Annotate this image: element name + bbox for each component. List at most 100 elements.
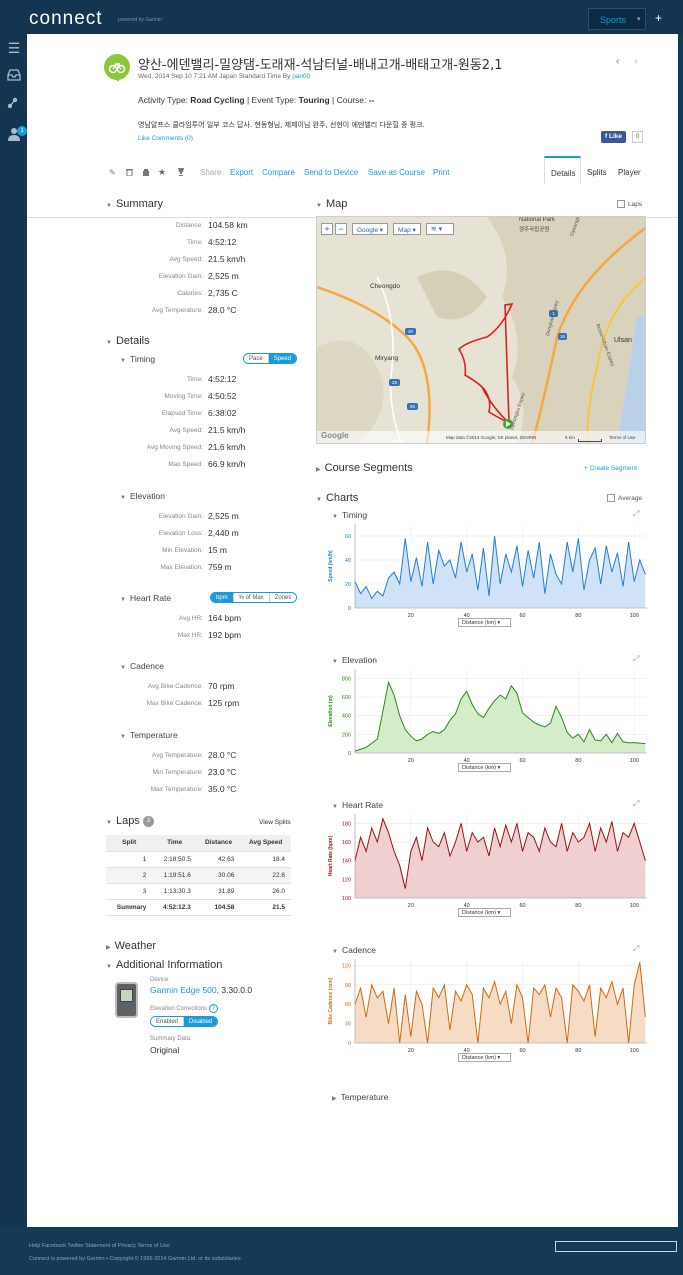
expand-triangle-icon: ▶ [332,1096,337,1102]
details-header[interactable]: ▼ Details [106,335,150,347]
charts-header[interactable]: ▼ Charts [316,492,358,504]
laps-column-header[interactable]: Split [106,835,153,852]
share-link[interactable]: Share [200,168,222,177]
star-icon[interactable]: ★ [158,167,167,177]
activity-description[interactable]: 영남알프스 클라임투어 일부 코스 답사. 현동형님, 제제이님 완주, 선현이… [138,121,425,129]
trophy-icon[interactable] [177,168,185,178]
edit-icon[interactable]: ✎ [109,168,116,177]
tab-player[interactable]: Player [618,168,641,177]
cadence-header[interactable]: ▼ Cadence [120,661,164,671]
average-checkbox[interactable] [607,494,615,502]
sports-dropdown[interactable]: Sports [588,8,646,30]
map-terms-link[interactable]: Terms of Use [609,435,636,440]
y-tick-label: 20 [345,582,351,588]
temperature-header[interactable]: ▼ Temperature [120,730,178,740]
elevation-header[interactable]: ▼ Elevation [120,491,165,501]
chevron-right-icon[interactable]: › [634,56,638,67]
laps-column-header[interactable]: Avg Speed [240,835,291,852]
chart-header[interactable]: ▼ Timing [332,510,367,520]
laps-header[interactable]: ▼ Laps [106,815,140,827]
timing-header[interactable]: ▼ Timing [120,354,155,364]
collapse-triangle-icon: ▼ [106,340,112,346]
route-map[interactable]: + − Google ▾ Map ▾ ≋ ▾ National Park 경주국… [316,216,646,444]
laps-column-header[interactable]: Time [152,835,197,852]
zoom-in-button[interactable]: + [321,223,333,235]
tab-details[interactable]: Details [544,156,581,184]
user-icon[interactable] [7,127,21,141]
table-row[interactable]: 3 1:13:30.3 31.89 26.0 [106,883,291,900]
course-value[interactable]: -- [368,95,375,105]
table-row[interactable]: 1 2:18:50.5 42.63 18.4 [106,851,291,868]
table-row[interactable]: 2 1:19:51.6 30.06 22.6 [106,867,291,884]
map-title: Map [325,198,348,210]
compare-link[interactable]: Compare [262,168,295,177]
inbox-icon[interactable] [7,69,21,83]
disabled-option[interactable]: Disabled [184,1017,218,1026]
elevation-corrections-toggle[interactable]: Enabled Disabled [150,1016,219,1027]
course-segments-header[interactable]: ▶ Course Segments [316,462,413,474]
footer-links[interactable]: Help Facebook Twitter Statement of Priva… [29,1243,170,1249]
laps-checkbox[interactable] [617,200,625,208]
expand-icon[interactable]: ⤢ [633,654,640,663]
pace-option[interactable]: Pace [244,354,269,363]
collapse-triangle-icon: ▼ [106,203,112,209]
x-axis-select[interactable]: Distance (km) ▾ [458,908,511,917]
menu-icon[interactable]: ☰ [7,40,21,56]
map-header[interactable]: ▼ Map [316,198,347,210]
pace-speed-toggle[interactable]: Pace Speed [243,353,298,364]
plus-icon[interactable]: + [655,11,663,25]
x-axis-select[interactable]: Distance (km) ▾ [458,763,511,772]
activity-type-value[interactable]: Road Cycling [190,95,245,105]
tab-splits[interactable]: Splits [587,168,607,177]
expand-icon[interactable]: ⤢ [633,509,640,518]
export-link[interactable]: Export [230,168,254,177]
layers-icon[interactable]: ≋ ▾ [425,223,454,235]
view-splits-link[interactable]: View Splits [259,819,291,826]
footer-banner[interactable] [555,1241,677,1252]
percent-max-option[interactable]: % of Max [233,593,270,602]
chart-header[interactable]: ▼ Heart Rate [332,800,383,810]
gear-icon[interactable] [142,168,150,178]
save-as-course-link[interactable]: Save as Course [368,168,425,177]
summary-header[interactable]: ▼ Summary [106,198,163,210]
x-axis-select[interactable]: Distance (km) ▾ [458,618,511,627]
weather-header[interactable]: ▶ Weather [106,940,156,952]
expand-icon[interactable]: ⤢ [633,944,640,953]
table-cell: 31.89 [196,883,241,900]
expand-icon[interactable]: ⤢ [633,799,640,808]
activity-title[interactable]: 양산-에덴밸리-밀양댐-도래재-석남터널-배내고개-배태고개-원동2,1 [138,58,503,73]
user-link[interactable]: pan00 [292,73,311,80]
chevron-left-icon[interactable]: ‹ [616,56,620,67]
send-to-device-link[interactable]: Send to Device [304,168,359,177]
create-segment-link[interactable]: + Create Segment [584,465,637,472]
additional-info-header[interactable]: ▼ Additional Information [106,959,222,971]
map-type-select[interactable]: Map ▾ [393,223,421,235]
like-comments-link[interactable]: Like Comments (0) [138,135,193,142]
temperature-chart-header[interactable]: ▶ Temperature [332,1092,388,1102]
connections-icon[interactable] [7,97,21,111]
connect-logo[interactable]: connect [29,8,103,29]
laps-column-header[interactable]: Distance [196,835,241,852]
google-logo: Google [321,431,349,440]
zoom-out-button[interactable]: − [335,223,347,235]
x-axis-select[interactable]: Distance (km) ▾ [458,1053,511,1062]
bpm-option[interactable]: bpm [211,593,234,602]
heart-rate-unit-toggle[interactable]: bpm % of Max Zones [210,592,298,603]
y-tick-label: 0 [348,606,351,612]
event-type-value[interactable]: Touring [298,95,330,105]
chart-header[interactable]: ▼ Cadence [332,945,376,955]
heart-rate-header[interactable]: ▼ Heart Rate [120,593,171,603]
help-icon[interactable]: ? [208,1004,218,1013]
print-link[interactable]: Print [433,168,450,177]
collapse-triangle-icon: ▼ [332,514,338,520]
x-tick-label: 20 [408,758,414,764]
map-provider-select[interactable]: Google ▾ [352,223,389,235]
delete-icon[interactable] [126,168,133,178]
zones-option[interactable]: Zones [269,593,297,602]
device-name-link[interactable]: Garmin Edge 500 [150,985,217,995]
facebook-like-button[interactable]: f Like [601,131,626,143]
chevron-down-icon[interactable]: ▾ [637,16,641,23]
enabled-option[interactable]: Enabled [151,1017,185,1026]
speed-option[interactable]: Speed [268,354,297,363]
chart-header[interactable]: ▼ Elevation [332,655,377,665]
